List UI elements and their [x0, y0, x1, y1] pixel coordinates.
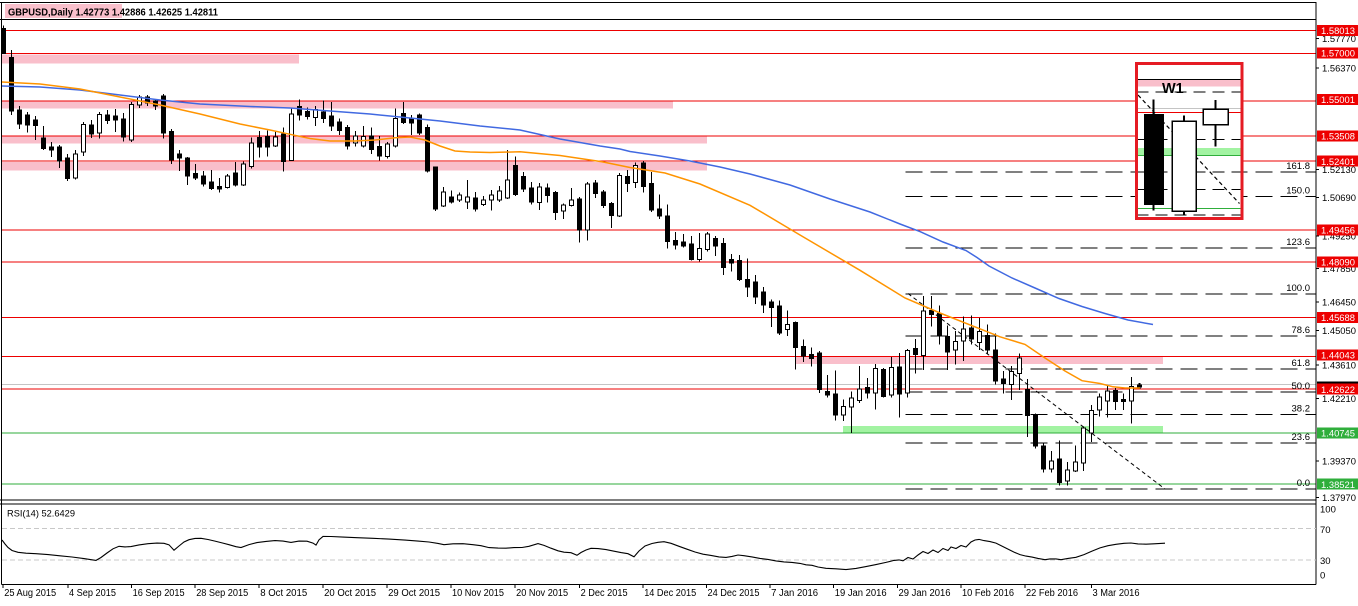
svg-text:161.8: 161.8 — [1286, 161, 1310, 172]
svg-text:1.37970: 1.37970 — [1322, 493, 1356, 504]
svg-text:0: 0 — [1320, 571, 1325, 582]
svg-text:1.49250: 1.49250 — [1322, 232, 1356, 243]
svg-text:W1: W1 — [1162, 81, 1184, 97]
svg-text:23.6: 23.6 — [1292, 432, 1311, 443]
svg-text:28 Sep 2015: 28 Sep 2015 — [196, 588, 248, 599]
svg-text:1.52130: 1.52130 — [1322, 165, 1356, 176]
svg-text:29 Jan 2016: 29 Jan 2016 — [899, 588, 951, 599]
svg-text:100: 100 — [1320, 505, 1336, 516]
svg-text:8 Oct 2015: 8 Oct 2015 — [260, 588, 307, 599]
svg-text:1.57770: 1.57770 — [1322, 34, 1356, 45]
svg-text:1.44043: 1.44043 — [1321, 351, 1355, 362]
svg-text:19 Jan 2016: 19 Jan 2016 — [835, 588, 887, 599]
svg-text:1.58013: 1.58013 — [1321, 26, 1355, 37]
svg-text:1.45688: 1.45688 — [1321, 313, 1355, 324]
svg-text:150.0: 150.0 — [1286, 186, 1310, 197]
svg-text:1.43610: 1.43610 — [1322, 361, 1356, 372]
svg-text:0.0: 0.0 — [1297, 478, 1310, 489]
svg-text:1.38521: 1.38521 — [1321, 480, 1355, 491]
svg-text:3 Mar 2016: 3 Mar 2016 — [1093, 588, 1140, 599]
svg-text:2 Dec 2015: 2 Dec 2015 — [581, 588, 628, 599]
svg-text:1.56370: 1.56370 — [1322, 63, 1356, 74]
svg-text:RSI(14) 52.6429: RSI(14) 52.6429 — [7, 508, 75, 519]
svg-text:25 Aug 2015: 25 Aug 2015 — [4, 588, 56, 599]
svg-text:1.45050: 1.45050 — [1322, 326, 1356, 337]
svg-text:14 Dec 2015: 14 Dec 2015 — [644, 588, 696, 599]
svg-text:1.53508: 1.53508 — [1321, 132, 1355, 143]
svg-text:1.46450: 1.46450 — [1322, 298, 1356, 309]
svg-text:1.50690: 1.50690 — [1322, 193, 1356, 204]
svg-text:GBPUSD,Daily 1.42773 1.42886: GBPUSD,Daily 1.42773 1.42886 1.42625 1.4… — [8, 7, 218, 19]
svg-text:1.49456: 1.49456 — [1321, 226, 1355, 237]
svg-text:16 Sep 2015: 16 Sep 2015 — [133, 588, 185, 599]
svg-text:50.0: 50.0 — [1292, 381, 1311, 392]
svg-text:123.6: 123.6 — [1286, 237, 1310, 248]
svg-text:1.48090: 1.48090 — [1321, 258, 1355, 269]
svg-text:1.47850: 1.47850 — [1322, 264, 1356, 275]
svg-text:24 Dec 2015: 24 Dec 2015 — [708, 588, 760, 599]
svg-text:20 Nov 2015: 20 Nov 2015 — [516, 588, 568, 599]
svg-text:10 Nov 2015: 10 Nov 2015 — [452, 588, 504, 599]
svg-text:70: 70 — [1320, 525, 1331, 536]
svg-text:38.2: 38.2 — [1292, 404, 1311, 415]
svg-text:61.8: 61.8 — [1292, 358, 1311, 369]
svg-text:10 Feb 2016: 10 Feb 2016 — [962, 588, 1014, 599]
svg-text:1.55001: 1.55001 — [1321, 95, 1355, 106]
svg-text:100.0: 100.0 — [1286, 283, 1310, 294]
svg-text:30: 30 — [1320, 556, 1331, 567]
svg-text:1.40745: 1.40745 — [1321, 429, 1355, 440]
svg-text:4 Sep 2015: 4 Sep 2015 — [69, 588, 116, 599]
svg-text:1.57000: 1.57000 — [1321, 49, 1355, 60]
svg-text:20 Oct 2015: 20 Oct 2015 — [324, 588, 376, 599]
svg-text:78.6: 78.6 — [1292, 325, 1311, 336]
svg-text:1.42622: 1.42622 — [1321, 385, 1355, 396]
svg-text:1.39370: 1.39370 — [1322, 457, 1356, 468]
svg-text:1.42210: 1.42210 — [1322, 394, 1356, 405]
svg-text:1.52401: 1.52401 — [1321, 157, 1355, 168]
svg-text:22 Feb 2016: 22 Feb 2016 — [1026, 588, 1078, 599]
svg-text:29 Oct 2015: 29 Oct 2015 — [388, 588, 440, 599]
svg-text:7 Jan 2016: 7 Jan 2016 — [771, 588, 818, 599]
